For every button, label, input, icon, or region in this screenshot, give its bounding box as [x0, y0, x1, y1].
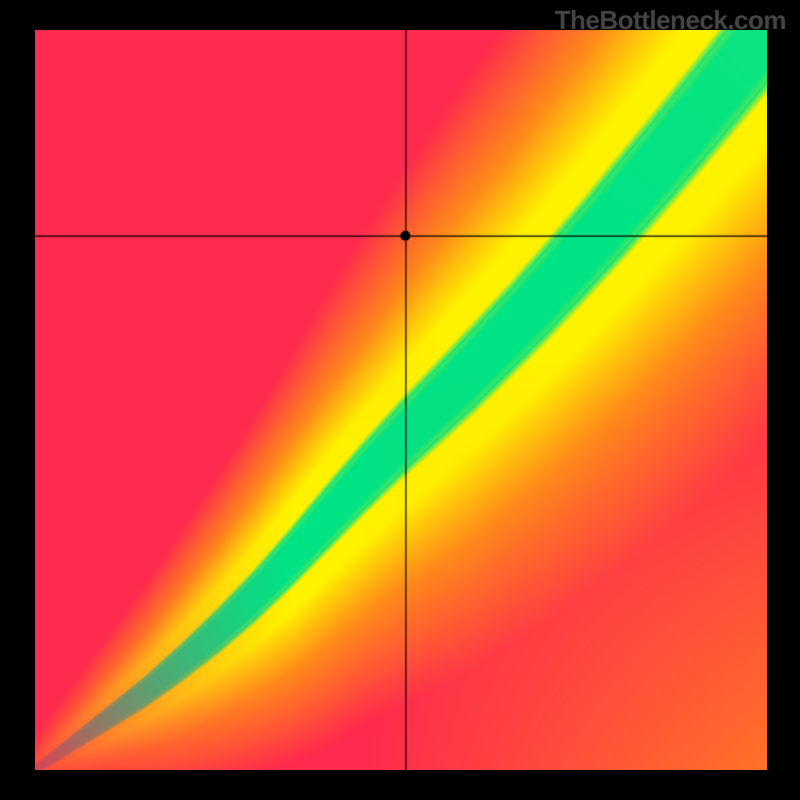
bottleneck-heatmap — [35, 30, 767, 770]
watermark-text: TheBottleneck.com — [555, 5, 786, 36]
chart-container: TheBottleneck.com — [0, 0, 800, 800]
